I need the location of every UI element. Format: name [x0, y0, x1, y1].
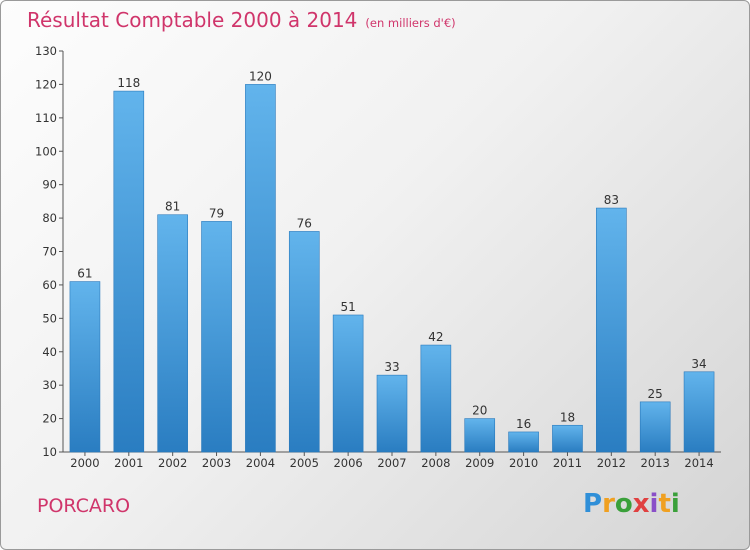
x-tick-label: 2001	[114, 456, 143, 470]
bar-value-label: 25	[648, 387, 663, 401]
bar-value-label: 118	[117, 76, 140, 90]
y-tick-label: 100	[35, 144, 57, 158]
bar-value-label: 61	[77, 267, 92, 281]
y-tick-label: 30	[42, 378, 57, 392]
chart-subtitle: (en milliers d'€)	[365, 16, 456, 30]
bar	[508, 431, 539, 453]
bar	[464, 418, 496, 453]
proxiti-logo: Proxiti	[583, 489, 680, 519]
bar-value-label: 120	[249, 69, 272, 83]
bar	[376, 374, 408, 453]
y-tick-label: 80	[42, 211, 57, 225]
bar-value-label: 42	[428, 330, 443, 344]
x-tick-label: 2009	[465, 456, 494, 470]
x-tick-label: 2012	[597, 456, 626, 470]
bar-value-label: 51	[340, 300, 355, 314]
y-tick-label: 40	[42, 345, 57, 359]
x-tick-label: 2002	[158, 456, 187, 470]
bar-value-label: 33	[384, 360, 399, 374]
bar-value-label: 79	[209, 206, 224, 220]
x-tick-label: 2006	[333, 456, 362, 470]
x-tick-label: 2013	[641, 456, 670, 470]
y-tick-label: 120	[35, 77, 57, 91]
y-tick-label: 70	[42, 245, 57, 259]
x-tick-label: 2005	[290, 456, 319, 470]
x-tick-label: 2010	[509, 456, 538, 470]
chart-title: Résultat Comptable 2000 à 2014 (en millie…	[27, 8, 456, 32]
bar	[201, 221, 232, 453]
bar	[69, 281, 101, 453]
x-tick-label: 2000	[70, 456, 99, 470]
x-tick-label: 2014	[684, 456, 713, 470]
chart-bars	[69, 84, 715, 453]
bar	[332, 314, 364, 453]
bar	[596, 207, 627, 453]
bar-value-label: 81	[165, 200, 180, 214]
y-tick-label: 110	[35, 111, 57, 125]
bar-value-label: 18	[560, 410, 575, 424]
x-tick-label: 2008	[421, 456, 450, 470]
y-tick-label: 60	[42, 278, 57, 292]
bar	[113, 90, 145, 453]
bar	[639, 401, 671, 453]
y-tick-label: 20	[42, 412, 57, 426]
bar	[420, 344, 452, 453]
bar-value-label: 20	[472, 404, 487, 418]
bar	[245, 84, 276, 453]
bar	[552, 424, 583, 453]
y-tick-label: 10	[42, 445, 57, 459]
chart-labels: 10 20 30 40 50 60 70 80 90 100 110 120 130 61 2000 118 2…	[35, 44, 714, 470]
bar-value-label: 83	[604, 193, 619, 207]
bar	[683, 371, 715, 453]
chart-title-text: Résultat Comptable 2000 à 2014	[27, 8, 358, 32]
x-tick-label: 2011	[553, 456, 582, 470]
x-tick-label: 2004	[246, 456, 275, 470]
x-tick-label: 2003	[202, 456, 231, 470]
bar-value-label: 76	[297, 216, 312, 230]
y-tick-label: 50	[42, 311, 57, 325]
y-tick-label: 130	[35, 44, 57, 58]
x-tick-label: 2007	[377, 456, 406, 470]
bar-value-label: 34	[691, 357, 706, 371]
y-tick-label: 90	[42, 178, 57, 192]
bar-value-label: 16	[516, 417, 531, 431]
bar	[288, 231, 320, 453]
bar	[157, 214, 188, 453]
commune-name: PORCARO	[37, 495, 131, 517]
